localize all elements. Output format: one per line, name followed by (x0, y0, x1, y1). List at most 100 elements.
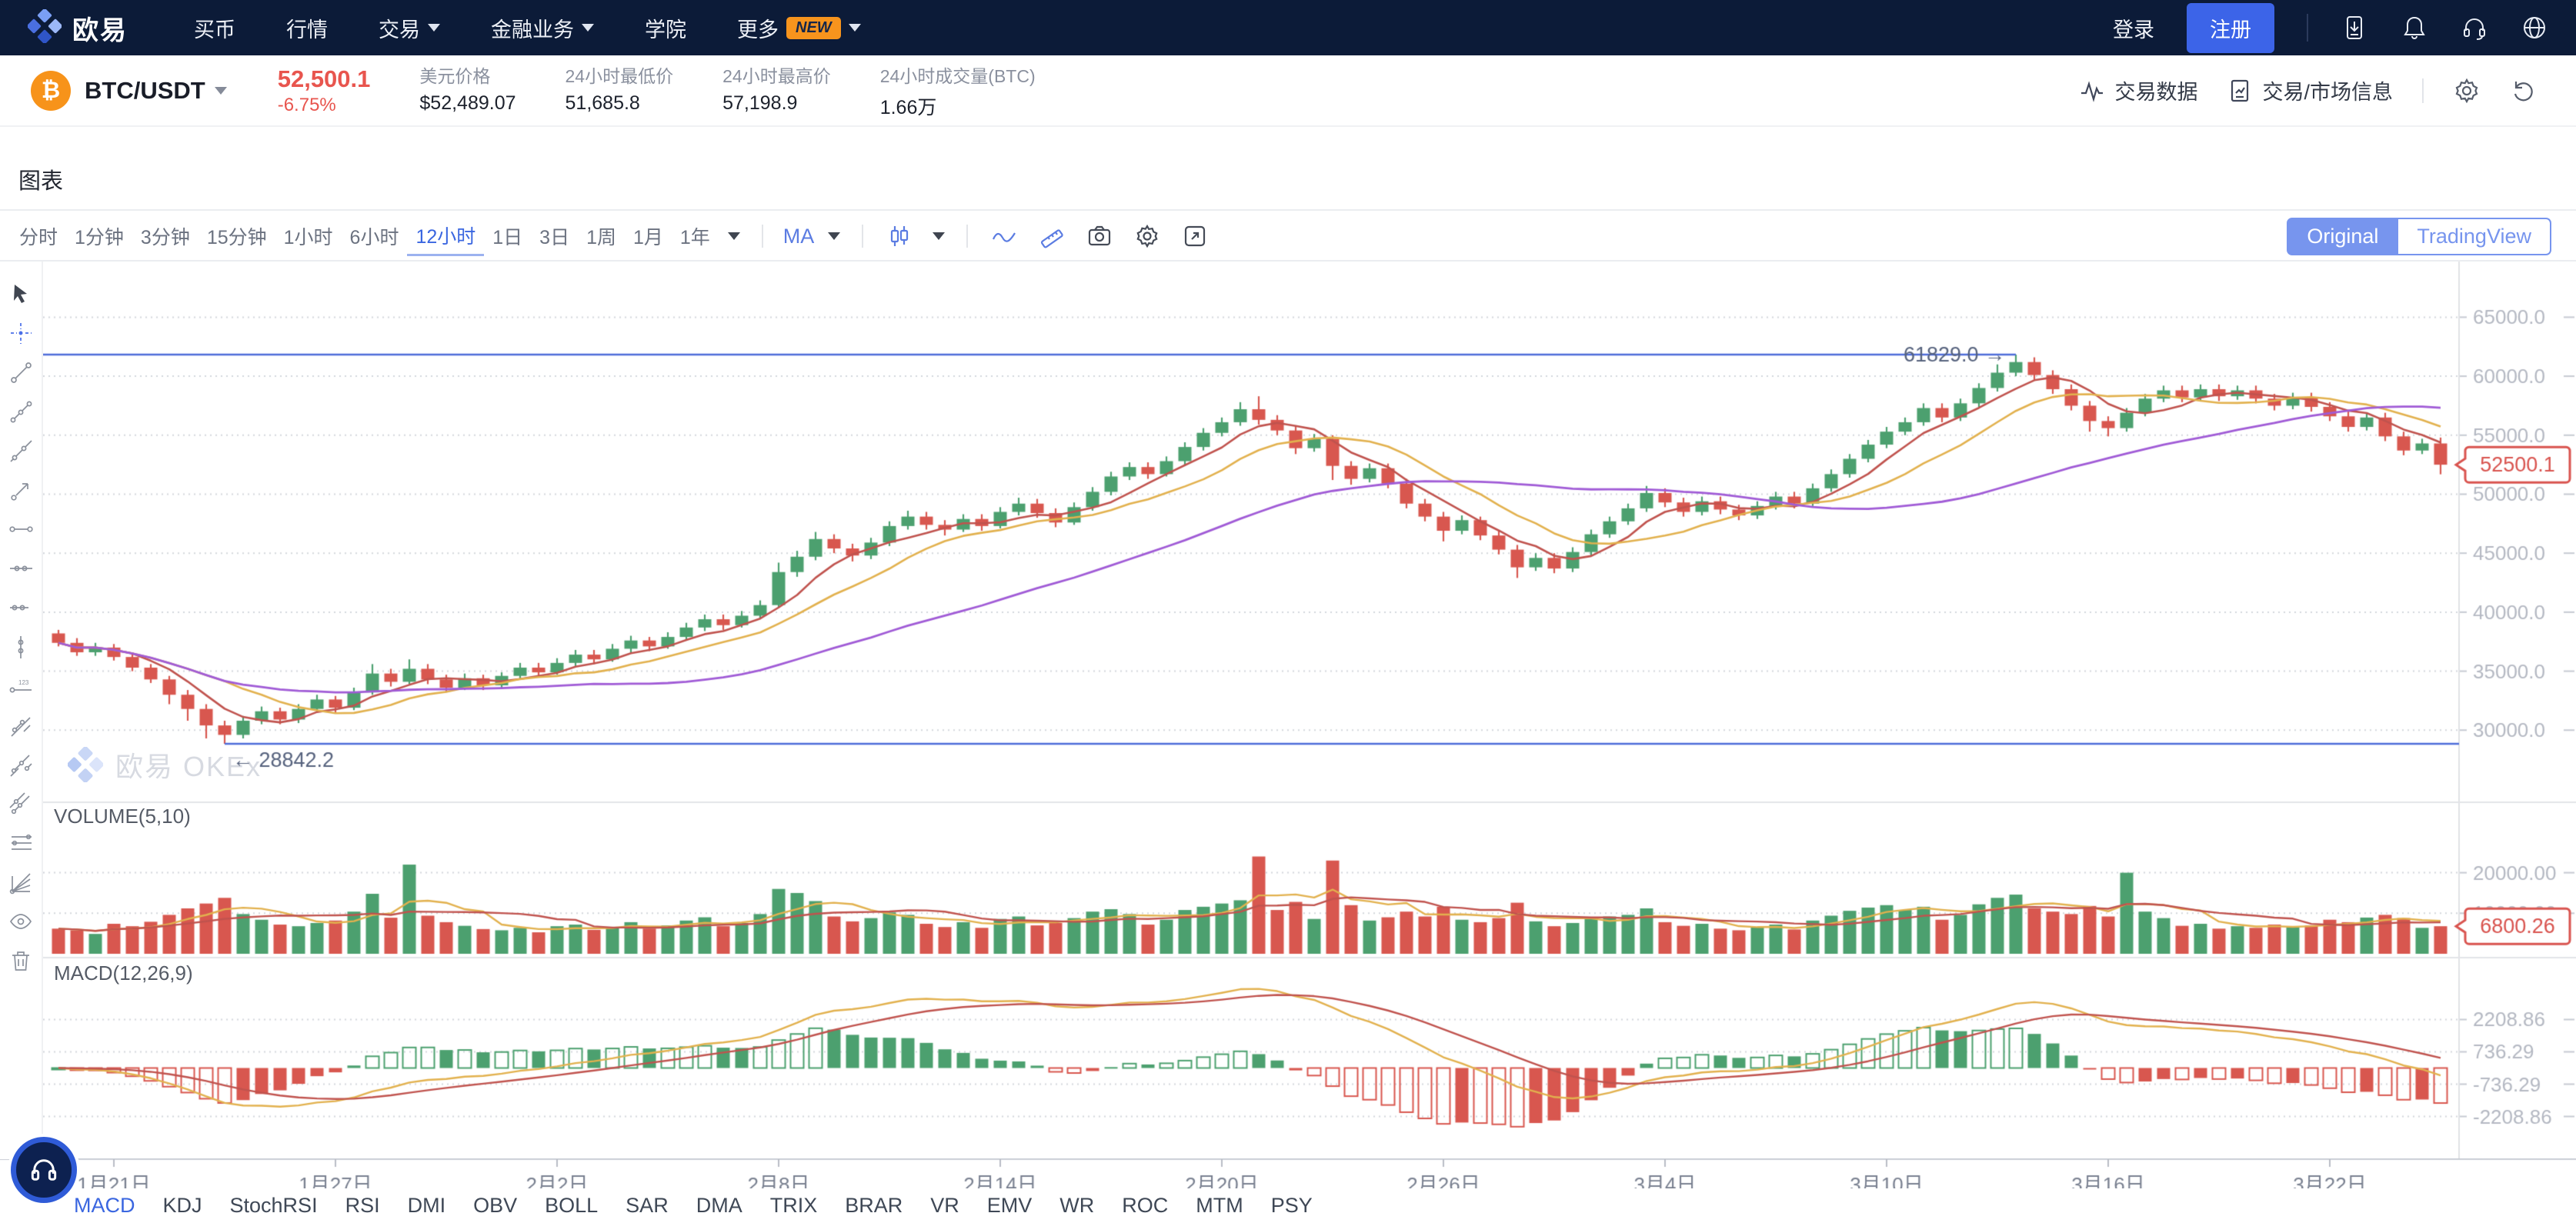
nav-item-5[interactable]: 学院 (645, 13, 686, 43)
indicator-tab-stochrsi[interactable]: StochRSI (229, 1194, 318, 1217)
toggle-tradingview[interactable]: TradingView (2398, 217, 2551, 255)
nav-item-label: 买币 (194, 18, 235, 42)
vertical-line-icon[interactable] (8, 635, 34, 660)
indicator-tab-dmi[interactable]: DMI (407, 1194, 446, 1217)
nav-item-3[interactable]: 交易 (379, 13, 440, 43)
three-point-line-icon[interactable] (8, 399, 34, 425)
trend-line-icon[interactable] (8, 360, 34, 385)
nav-item-4[interactable]: 金融业务 (491, 13, 594, 43)
nav-item-label: 交易 (379, 18, 420, 42)
indicator-tab-vr[interactable]: VR (930, 1194, 959, 1217)
more-timeframes-caret-icon[interactable] (727, 232, 740, 240)
measure-ruler-icon[interactable] (1039, 223, 1065, 249)
chart-toolbar: 分时 1分钟 3分钟 15分钟 1小时 6小时 12小时 1日 3日 1周 1月 1年 MA Orig… (0, 212, 2576, 262)
indicator-tab-obv[interactable]: OBV (473, 1194, 518, 1217)
cursor-icon[interactable] (8, 282, 34, 307)
screenshot-camera-icon[interactable] (1086, 223, 1113, 249)
market-info-link[interactable]: 交易/市场信息 (2227, 75, 2393, 105)
parallel-channel-icon[interactable] (8, 752, 34, 778)
indicator-tab-trix[interactable]: TRIX (769, 1194, 818, 1217)
login-link[interactable]: 登录 (2113, 18, 2154, 42)
stat-label: 美元价格 (419, 65, 491, 86)
price-change: -6.75% (277, 94, 336, 115)
timeframe-1周[interactable]: 1周 (586, 227, 616, 248)
brand-logo[interactable]: 欧易 (26, 8, 128, 47)
timeframe-分时[interactable]: 分时 (19, 227, 58, 248)
support-headset-icon[interactable] (2461, 14, 2488, 42)
indicator-tab-roc[interactable]: ROC (1122, 1194, 1169, 1217)
fib-retracement-icon[interactable] (8, 831, 34, 856)
indicator-tab-macd[interactable]: MACD (74, 1194, 135, 1217)
timeframe-3分钟[interactable]: 3分钟 (140, 227, 190, 248)
linear-channel-icon[interactable] (8, 791, 34, 817)
chevron-down-icon (582, 24, 594, 32)
indicator-tab-boll[interactable]: BOLL (545, 1194, 599, 1217)
stat-value: $52,489.07 (419, 92, 516, 114)
indicator-tab-wr[interactable]: WR (1059, 1194, 1095, 1217)
timeframe-1日[interactable]: 1日 (492, 227, 523, 248)
stat-label: 24小时成交量(BTC) (879, 65, 1036, 86)
help-support-button[interactable] (11, 1137, 77, 1203)
ticker-stat: 24小时最高价 57,198.9 (722, 62, 831, 120)
indicator-tab-brar[interactable]: BRAR (845, 1194, 903, 1217)
language-globe-icon[interactable] (2521, 14, 2548, 42)
eye-icon[interactable] (8, 909, 34, 935)
timeframe-12小时[interactable]: 12小时 (407, 217, 485, 256)
timeframe-list: 分时 1分钟 3分钟 15分钟 1小时 6小时 12小时 1日 3日 1周 1月 1年 (11, 217, 719, 256)
candle-style-caret-icon[interactable] (933, 232, 946, 240)
chart-settings-gear-icon[interactable] (1134, 223, 1160, 249)
chart-area: 欧易 OKEx 123 VOLUME(5,10) MACD(12,26,9) (0, 262, 2576, 1223)
fullscreen-expand-icon[interactable] (1182, 223, 1208, 249)
indicator-tab-rsi[interactable]: RSI (345, 1194, 380, 1217)
indicator-tab-mtm[interactable]: MTM (1196, 1194, 1243, 1217)
arrow-line-icon[interactable] (8, 478, 34, 503)
horizontal-line-icon[interactable] (8, 517, 34, 542)
line-chart-icon[interactable] (991, 223, 1017, 249)
pair-selector[interactable]: BTC/USDT (85, 77, 227, 105)
horizontal-segment-icon[interactable] (8, 595, 34, 621)
divider (966, 225, 969, 248)
ticker-stat: 美元价格 $52,489.07 (419, 62, 516, 120)
indicator-tab-kdj[interactable]: KDJ (162, 1194, 202, 1217)
crosshair-icon[interactable] (8, 321, 34, 346)
timeframe-1月[interactable]: 1月 (632, 227, 663, 248)
extended-line-icon[interactable] (8, 438, 34, 464)
trade-data-link[interactable]: 交易数据 (2079, 75, 2197, 105)
nav-item-label: 学院 (645, 18, 686, 42)
parallel-lines-icon[interactable] (8, 713, 34, 738)
timeframe-3日[interactable]: 3日 (539, 227, 570, 248)
kline-chart-canvas[interactable] (0, 262, 2576, 1223)
indicator-tab-dma[interactable]: DMA (696, 1194, 742, 1217)
nav-item-label: 更多 (737, 18, 779, 42)
ma-caret-icon[interactable] (828, 232, 841, 240)
horizontal-ray-icon[interactable] (8, 556, 34, 582)
register-button[interactable]: 注册 (2187, 2, 2274, 53)
pulse-icon (2081, 80, 2104, 102)
stat-value: 57,198.9 (722, 92, 798, 114)
trash-icon[interactable] (8, 948, 34, 974)
timeframe-1分钟[interactable]: 1分钟 (75, 227, 124, 248)
reset-undo-icon[interactable] (2510, 77, 2538, 105)
gann-fan-icon[interactable] (8, 870, 34, 895)
price-label-line-icon[interactable]: 123 (8, 674, 34, 699)
settings-gear-icon[interactable] (2453, 77, 2481, 105)
last-price: 52,500.1 (277, 65, 371, 92)
notifications-bell-icon[interactable] (2401, 14, 2428, 42)
timeframe-6小时[interactable]: 6小时 (349, 227, 399, 248)
nav-item-1[interactable]: 买币 (194, 13, 235, 43)
timeframe-15分钟[interactable]: 15分钟 (206, 227, 267, 248)
ma-indicator-button[interactable]: MA (782, 224, 815, 248)
indicator-tab-sar[interactable]: SAR (626, 1194, 669, 1217)
pair-name: BTC/USDT (85, 76, 205, 104)
toggle-original[interactable]: Original (2287, 217, 2399, 255)
timeframe-1年[interactable]: 1年 (679, 227, 710, 248)
indicator-tab-emv[interactable]: EMV (986, 1194, 1033, 1217)
nav-item-6[interactable]: 更多 NEW (737, 13, 861, 43)
download-app-icon[interactable] (2341, 14, 2368, 42)
nav-item-label: 行情 (286, 18, 328, 42)
timeframe-1小时[interactable]: 1小时 (283, 227, 333, 248)
headset-icon (31, 1159, 57, 1181)
candle-style-icon[interactable] (886, 223, 913, 249)
indicator-tab-psy[interactable]: PSY (1270, 1194, 1313, 1217)
nav-item-2[interactable]: 行情 (286, 13, 328, 43)
